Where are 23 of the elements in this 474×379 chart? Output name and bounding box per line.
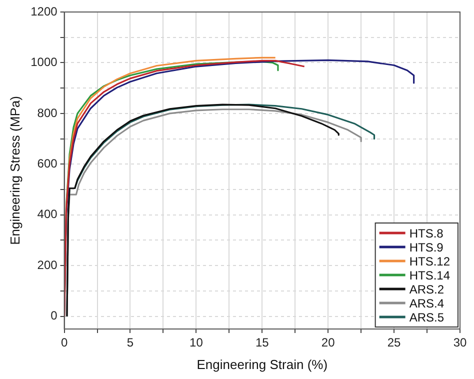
legend-label: HTS.8: [409, 226, 444, 240]
legend-label: ARS.5: [409, 310, 444, 324]
y-tick-label: 800: [37, 106, 58, 120]
x-axis-title: Engineering Strain (%): [196, 356, 328, 372]
y-tick-label: 200: [37, 258, 58, 272]
y-tick-label: 1000: [30, 55, 58, 70]
x-tick-label: 5: [126, 336, 134, 350]
legend-label: ARS.4: [409, 296, 444, 310]
x-tick-label: 10: [190, 336, 204, 350]
y-tick-label: 0: [50, 308, 58, 323]
x-tick-label: 25: [387, 336, 402, 350]
legend-label: HTS.14: [409, 268, 450, 282]
y-tick-label: 600: [37, 156, 58, 170]
x-tick-label: 20: [321, 336, 336, 350]
legend-label: ARS.2: [409, 282, 444, 296]
y-tick-label: 1200: [30, 4, 58, 18]
y-axis-title: Engineering Stress (MPa): [7, 96, 22, 245]
x-tick-label: 15: [255, 336, 270, 350]
x-tick-label: 0: [60, 336, 68, 350]
legend-label: HTS.9: [409, 240, 444, 254]
legend-label: HTS.12: [409, 254, 450, 268]
x-tick-label: 30: [453, 336, 467, 350]
y-tick-label: 400: [37, 207, 58, 222]
